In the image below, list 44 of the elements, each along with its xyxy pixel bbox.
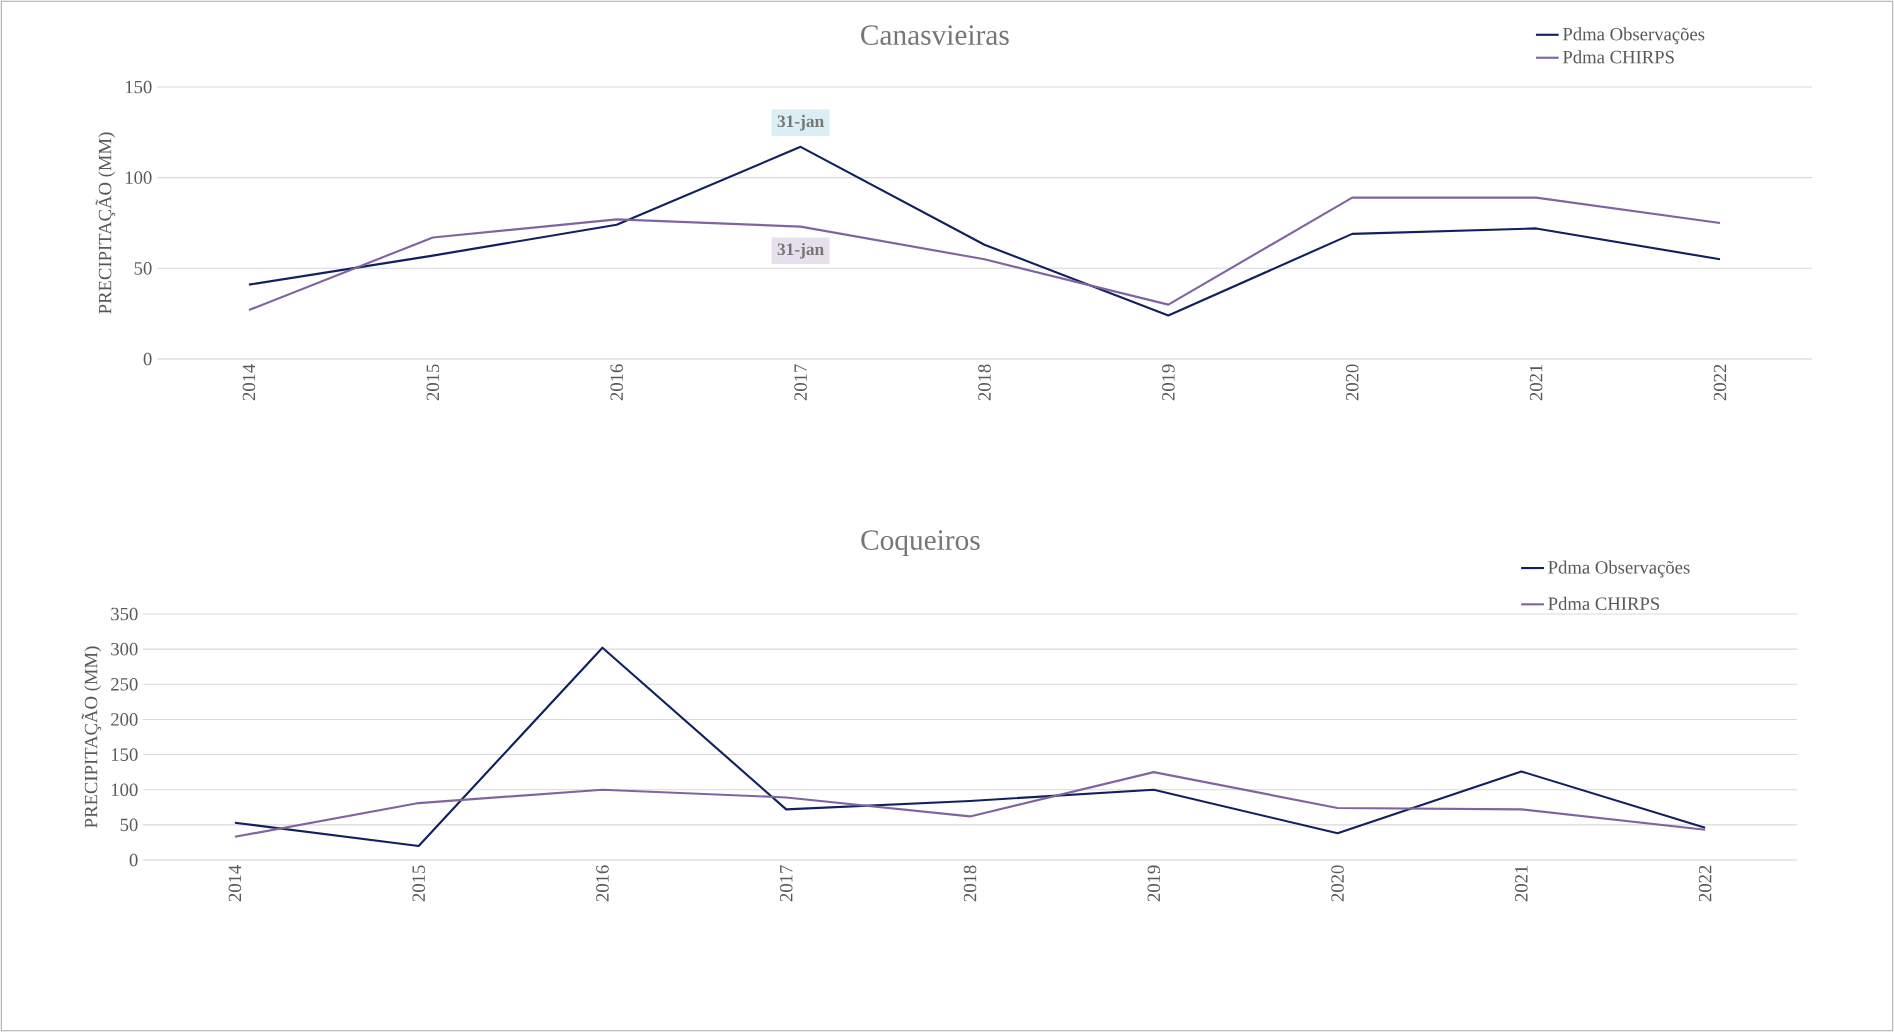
x-tick-label: 2021: [1529, 364, 1543, 401]
chart-title: Canasvieiras: [861, 25, 1009, 45]
line-series: [233, 646, 1707, 848]
x-tick-label: 2017: [779, 865, 793, 902]
y-axis-title: PRECIPITAÇÃO (MM): [81, 646, 102, 828]
x-tick-label: 2018: [963, 865, 977, 902]
y-axis-title: PRECIPITAÇÃO (MM): [95, 132, 116, 314]
legend-label: Pdma Observações: [1562, 27, 1705, 45]
x-tick-label: 2014: [242, 363, 256, 401]
y-tick-label: 250: [111, 677, 138, 691]
y-tick-label: 0: [143, 352, 152, 366]
x-tick-label: 2022: [1713, 364, 1727, 401]
annotation: 31-jan: [777, 114, 824, 131]
x-tick-label: 2015: [426, 364, 440, 401]
y-tick-label: 150: [111, 748, 138, 761]
line-series: [247, 145, 1722, 317]
annotation: 31-jan: [777, 242, 824, 259]
x-tick-label: 2020: [1331, 865, 1344, 902]
y-tick-label: 0: [129, 853, 138, 867]
y-tick-label: 200: [111, 713, 138, 726]
line-series: [233, 771, 1707, 838]
x-tick-label: 2019: [1162, 364, 1175, 401]
legend-label: Pdma CHIRPS: [1548, 596, 1660, 610]
legend-label: Pdma CHIRPS: [1562, 50, 1674, 64]
x-tick-label: 2020: [1345, 364, 1359, 401]
legend-label: Pdma Observações: [1548, 560, 1690, 578]
x-tick-label: 2015: [412, 865, 425, 902]
y-tick-label: 300: [111, 642, 138, 656]
x-tick-label: 2016: [610, 364, 624, 401]
x-tick-label: 2016: [596, 865, 609, 902]
x-tick-label: 2014: [228, 864, 242, 902]
y-tick-label: 100: [111, 783, 138, 797]
y-tick-label: 150: [125, 80, 152, 94]
y-tick-label: 50: [134, 262, 152, 275]
line-series: [247, 196, 1722, 312]
x-tick-label: 2017: [794, 364, 807, 401]
x-tick-label: 2019: [1147, 865, 1161, 902]
y-tick-label: 350: [111, 607, 138, 621]
x-tick-label: 2021: [1515, 865, 1528, 902]
x-tick-label: 2022: [1698, 865, 1712, 902]
chart-title: Coqueiros: [861, 530, 980, 556]
y-tick-label: 100: [125, 171, 152, 184]
x-tick-label: 2018: [978, 364, 991, 401]
y-tick-label: 50: [120, 818, 138, 832]
